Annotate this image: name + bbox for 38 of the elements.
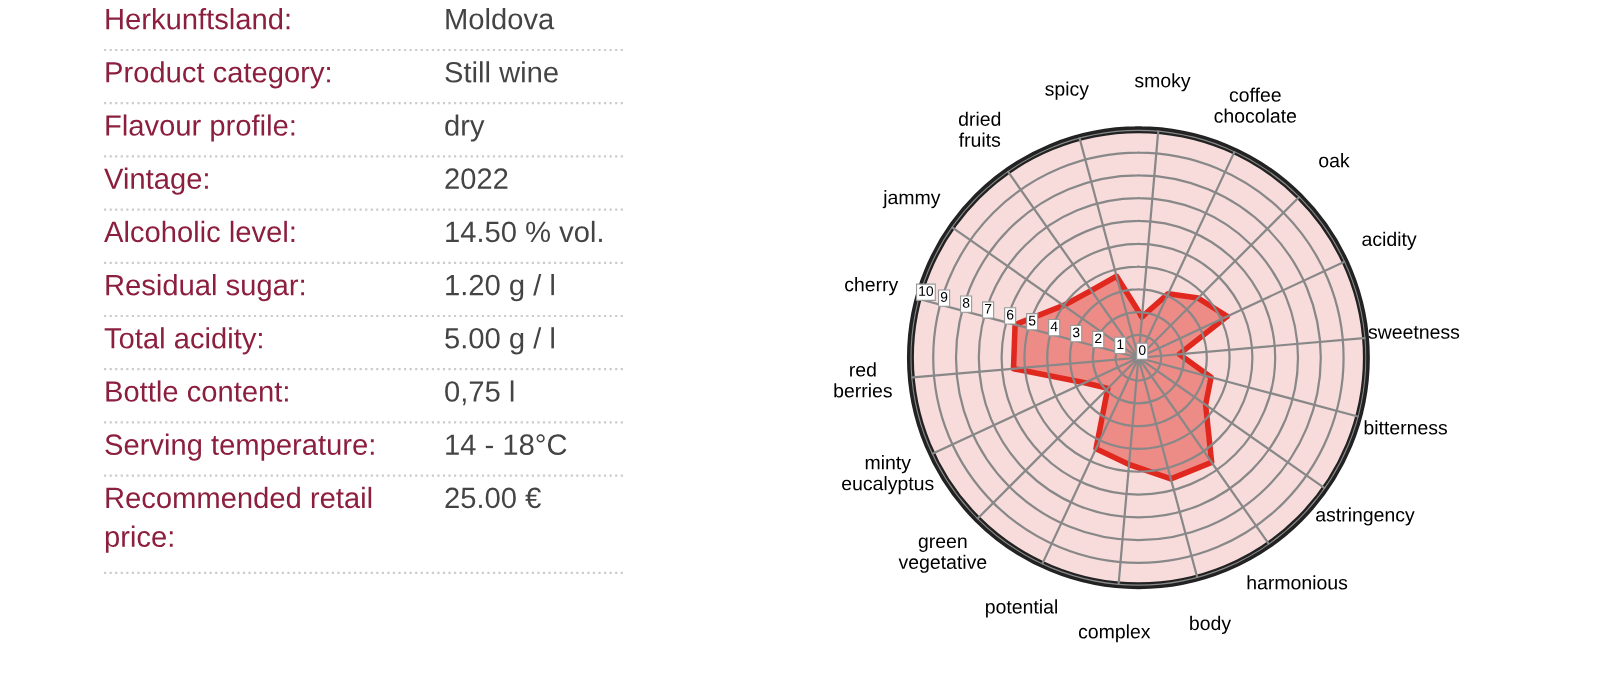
spoke-label: smoky <box>1134 73 1191 92</box>
spoke-label: complex <box>1078 624 1151 643</box>
text: Alcoholic level: <box>104 220 295 243</box>
spoke-label: bitterness <box>1364 420 1448 435</box>
text: Bottle content: <box>106 380 288 402</box>
text: 14 - 18°C <box>446 434 567 456</box>
text: Residual sugar: <box>106 274 304 302</box>
spoke-label: potential <box>986 599 1057 618</box>
spoke-label: spicy <box>1045 81 1089 100</box>
spoke-label: cherry <box>845 277 899 296</box>
text: Product category: <box>106 61 330 89</box>
text: Recommended retail price: <box>105 486 372 553</box>
spoke-label: green vegetative <box>898 537 987 573</box>
text: Vintage: <box>104 167 208 195</box>
text: 25.00 € <box>445 487 541 509</box>
spoke-label: minty eucalyptus <box>842 455 934 495</box>
text: Herkunftsland: <box>106 8 290 30</box>
spoke-label: harmonious <box>1247 575 1348 590</box>
spoke-label: astringency <box>1316 507 1415 526</box>
text: 14.50 % vol. <box>446 220 602 243</box>
text: 1.20 g / l <box>446 274 554 302</box>
text: Serving temperature: <box>105 433 374 461</box>
text: Total acidity: <box>104 327 262 355</box>
text: Still wine <box>445 61 558 83</box>
spoke-label: sweetness <box>1368 326 1460 339</box>
text: 0,75 l <box>445 380 514 406</box>
text: Flavour profile: <box>106 114 295 142</box>
spoke-label: coffee chocolate <box>1214 87 1297 123</box>
text: 2022 <box>445 168 508 190</box>
text: 5.00 g / l <box>445 327 554 355</box>
spoke-label: red berries <box>834 362 892 398</box>
spoke-label: acidity <box>1362 231 1417 250</box>
text: Moldova <box>446 8 555 30</box>
spoke-label: dried fruits <box>958 111 1001 147</box>
spoke-label: jammy <box>882 190 941 209</box>
spoke-label: body <box>1190 615 1232 634</box>
spoke-label: oak <box>1319 153 1350 168</box>
text: dry <box>445 114 485 142</box>
